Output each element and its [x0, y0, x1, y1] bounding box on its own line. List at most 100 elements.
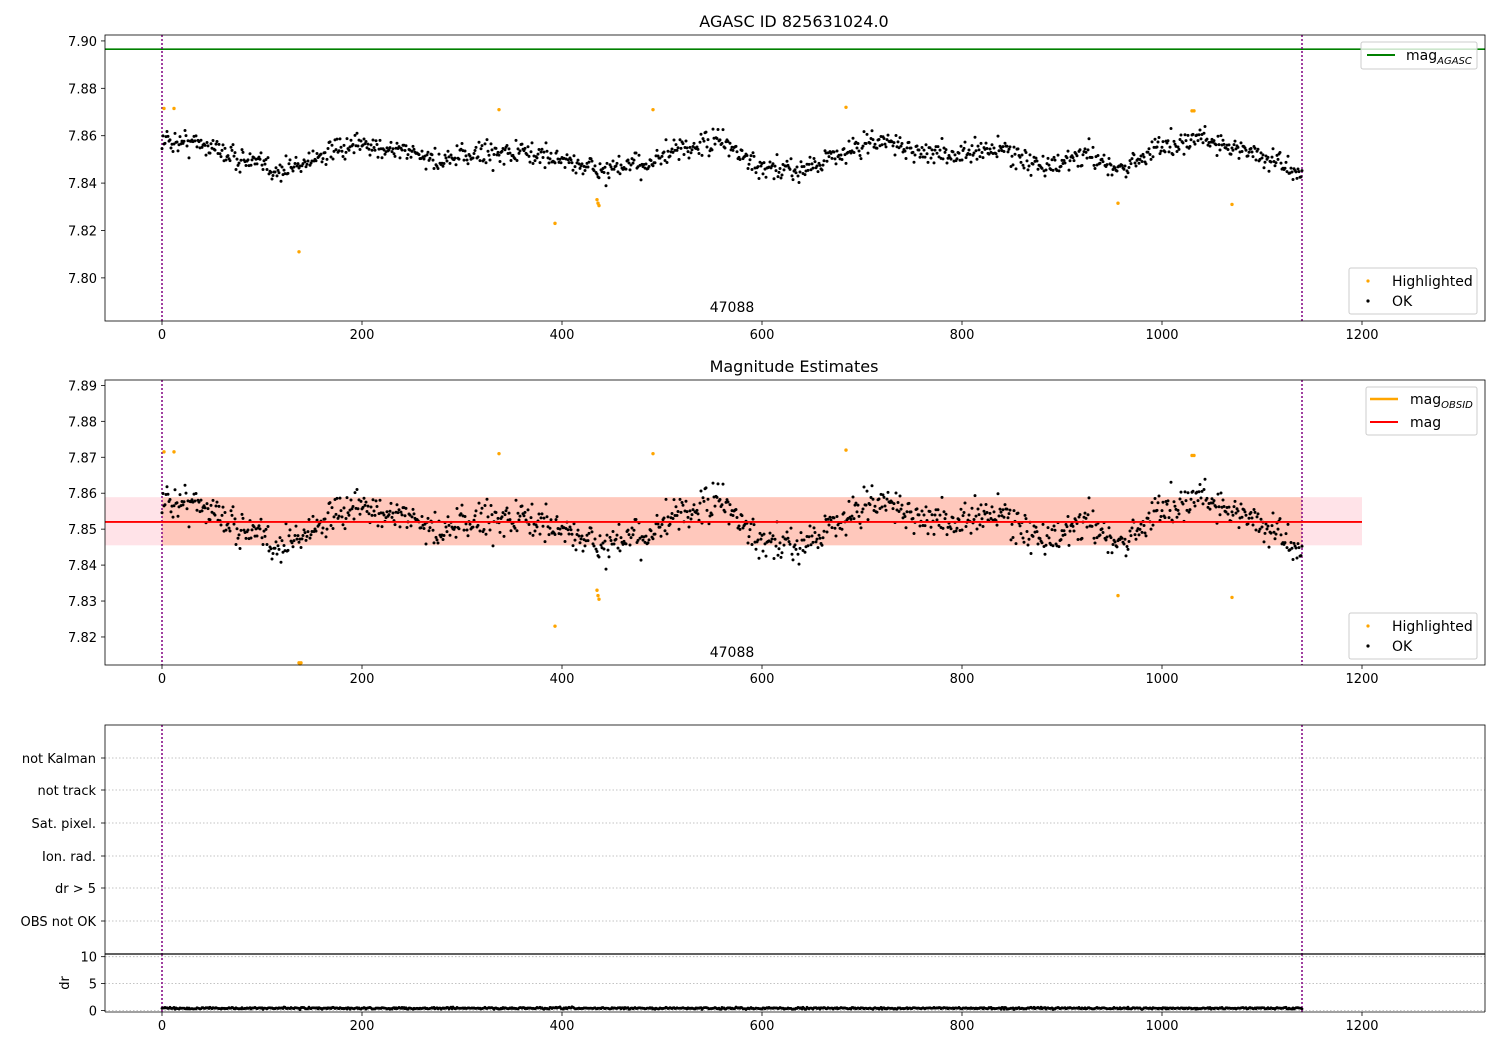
ok-point	[182, 500, 186, 504]
ok-point	[442, 533, 446, 537]
ok-point	[555, 515, 559, 519]
ok-point	[942, 510, 946, 514]
ok-point	[400, 513, 404, 517]
ok-point	[334, 512, 338, 516]
ok-point	[477, 140, 481, 144]
ok-point	[166, 492, 170, 496]
ok-point	[583, 544, 587, 548]
legend-mag-obsid-label: magOBSID	[1410, 392, 1473, 411]
ok-point	[330, 143, 334, 147]
ok-point	[747, 162, 751, 166]
ok-point	[1198, 128, 1202, 132]
ok-point	[796, 174, 800, 178]
ok-point	[542, 150, 546, 154]
ok-point	[1217, 505, 1221, 509]
ok-point	[1066, 149, 1070, 153]
ok-point	[274, 166, 278, 170]
ok-point	[1226, 512, 1230, 516]
ok-point	[842, 147, 846, 151]
ok-point	[842, 511, 846, 515]
ok-point	[293, 533, 297, 537]
ok-point	[660, 523, 664, 527]
ok-point	[762, 161, 766, 165]
ok-point	[587, 531, 591, 535]
ok-point	[1047, 536, 1051, 540]
ok-point	[326, 147, 330, 151]
ok-point	[432, 166, 436, 170]
ok-point	[545, 149, 549, 153]
ok-point	[955, 157, 959, 161]
ok-point	[1229, 152, 1233, 156]
ok-point	[1217, 143, 1221, 147]
ok-point	[1012, 145, 1016, 149]
ok-point	[1198, 482, 1202, 486]
ok-point	[1113, 166, 1117, 170]
ok-point	[323, 151, 327, 155]
ok-point	[716, 482, 720, 486]
ok-point	[280, 539, 284, 543]
ok-point	[374, 139, 378, 143]
ok-point	[634, 151, 638, 155]
ok-point	[476, 523, 480, 527]
ok-point	[1165, 502, 1169, 506]
ok-point	[482, 527, 486, 531]
ok-point	[1086, 148, 1090, 152]
ok-point	[877, 497, 881, 501]
ok-point	[445, 159, 449, 163]
ok-point	[1176, 145, 1180, 149]
ok-point	[985, 146, 989, 150]
highlighted-point	[597, 597, 601, 601]
ok-point	[658, 156, 662, 160]
ok-point	[513, 157, 517, 161]
ok-point	[501, 511, 505, 515]
ok-point	[165, 485, 169, 489]
ok-point	[727, 522, 731, 526]
ok-point	[1150, 140, 1154, 144]
ok-point	[1040, 541, 1044, 545]
ok-point	[725, 498, 729, 502]
ok-point	[226, 154, 230, 158]
ok-point	[270, 557, 274, 561]
ok-point	[369, 505, 373, 509]
ok-point	[786, 163, 790, 167]
ok-point	[331, 527, 335, 531]
ok-point	[855, 510, 859, 514]
ok-point	[678, 497, 682, 501]
ok-point	[595, 550, 599, 554]
ok-point	[1269, 160, 1273, 164]
ok-point	[781, 535, 785, 539]
ok-point	[1067, 168, 1071, 172]
ok-point	[865, 489, 869, 493]
ok-point	[670, 511, 674, 515]
ok-point	[778, 166, 782, 170]
ok-point	[957, 151, 961, 155]
ok-point	[687, 525, 691, 529]
ok-point	[523, 510, 527, 514]
ok-point	[529, 516, 533, 520]
ok-point	[1026, 543, 1030, 547]
ok-point	[199, 138, 203, 142]
ok-point	[241, 516, 245, 520]
ok-point	[1262, 166, 1266, 170]
ok-point	[473, 149, 477, 153]
ok-point	[522, 149, 526, 153]
highlighted-point	[595, 197, 599, 202]
ok-point	[969, 531, 973, 535]
ok-point	[1253, 146, 1257, 150]
ok-point	[539, 150, 543, 154]
ok-point	[330, 506, 334, 510]
ok-point	[1166, 499, 1170, 503]
ok-point	[1137, 161, 1141, 165]
ok-point	[857, 514, 861, 518]
ok-point	[1291, 177, 1295, 181]
ok-point	[299, 170, 303, 174]
ok-point	[1057, 169, 1061, 173]
ok-point	[341, 155, 345, 159]
ok-point	[404, 506, 408, 510]
highlighted-point	[553, 624, 557, 628]
ok-point	[385, 510, 389, 514]
ok-point	[935, 518, 939, 522]
ok-point	[1262, 540, 1266, 544]
ok-point	[1062, 529, 1066, 533]
ok-point	[998, 507, 1002, 511]
